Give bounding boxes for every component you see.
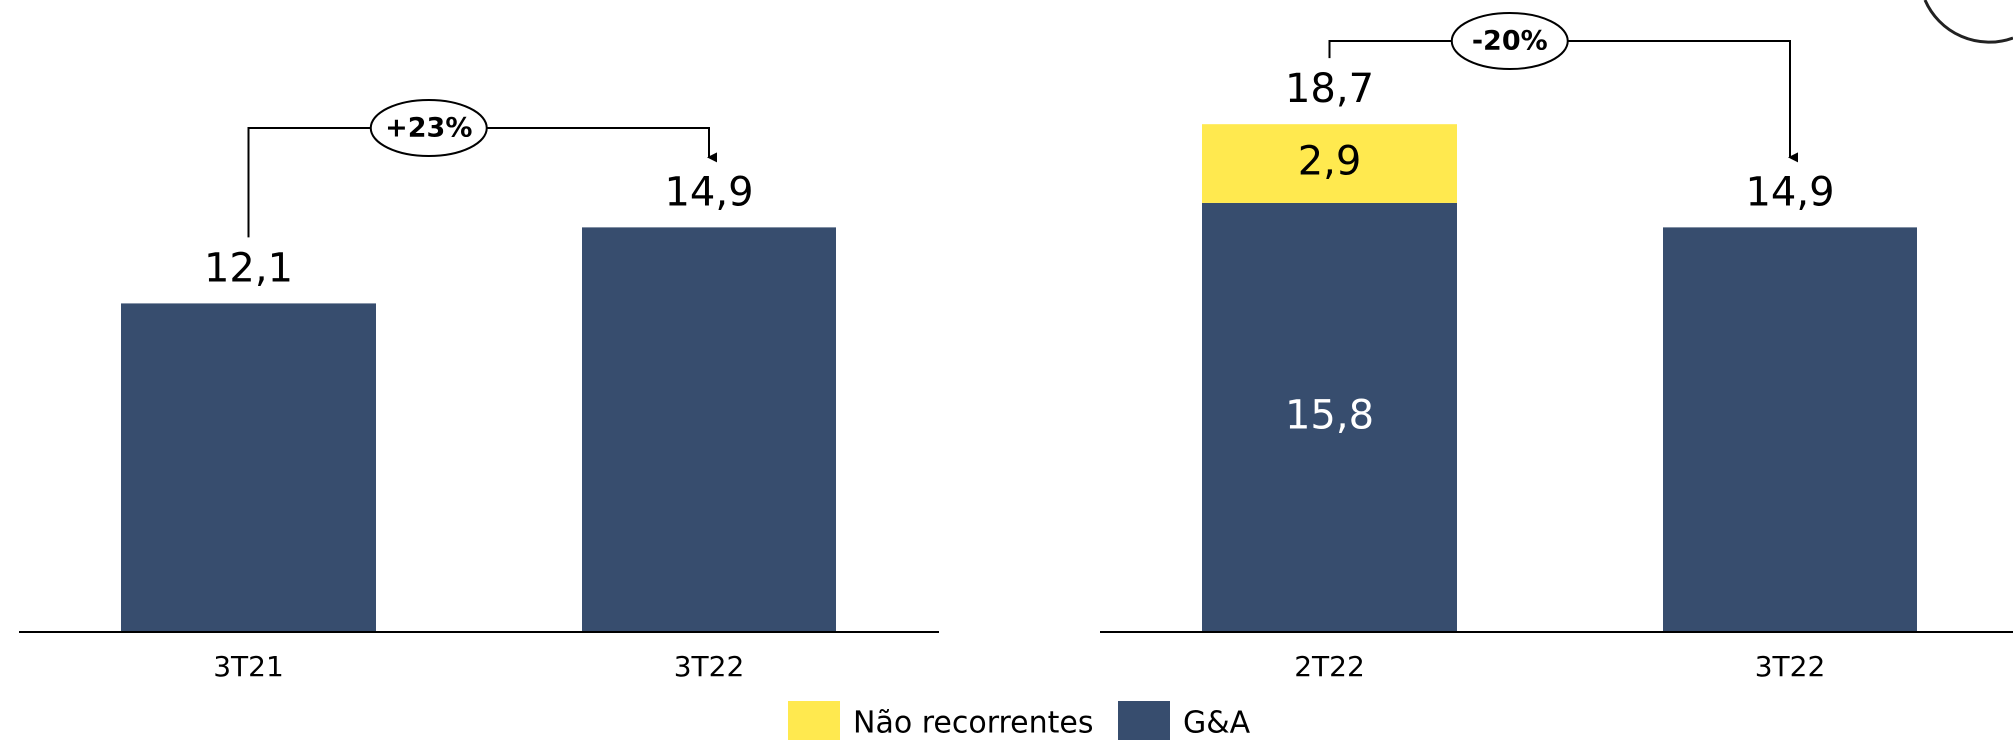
change-label: -20% xyxy=(1472,26,1548,57)
value-label: 15,8 xyxy=(1285,392,1374,438)
legend-swatch xyxy=(788,701,840,740)
legend-label: Não recorrentes xyxy=(853,706,1094,740)
x-tick-label: 3T21 xyxy=(213,650,284,683)
x-tick-label: 2T22 xyxy=(1294,650,1365,683)
bar xyxy=(1663,227,1917,632)
value-label: 2,9 xyxy=(1298,139,1362,185)
bar xyxy=(582,227,836,632)
bar xyxy=(121,303,376,632)
bar xyxy=(1202,124,1457,203)
legend-swatch xyxy=(1118,701,1170,740)
total-label: 18,7 xyxy=(1285,66,1374,112)
change-label: +23% xyxy=(385,113,472,144)
legend-label: G&A xyxy=(1183,706,1251,740)
x-tick-label: 3T22 xyxy=(1755,650,1826,683)
decoration xyxy=(1923,0,2013,44)
value-label: 12,1 xyxy=(204,245,293,291)
change-badge xyxy=(1450,12,1569,70)
value-label: 14,9 xyxy=(664,169,753,215)
change-badge xyxy=(369,99,488,157)
x-tick-label: 3T22 xyxy=(674,650,745,683)
change-bracket xyxy=(247,127,717,238)
value-label: 14,9 xyxy=(1745,169,1834,215)
bar xyxy=(1202,202,1457,632)
